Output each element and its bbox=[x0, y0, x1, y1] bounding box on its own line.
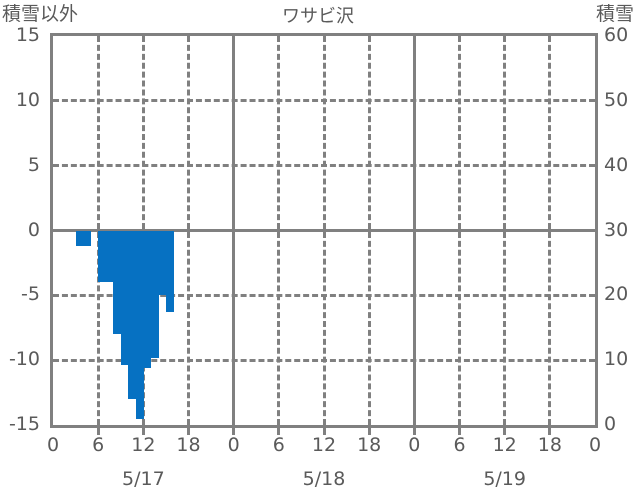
x-axis-tick-label: 0 bbox=[46, 434, 60, 456]
x-axis-day-label: 5/17 bbox=[121, 468, 165, 490]
vertical-gridline bbox=[277, 36, 281, 425]
x-axis-tick-label: 6 bbox=[453, 434, 466, 456]
y-axis-right-tick-label: 20 bbox=[604, 283, 629, 306]
x-axis-tick-mark bbox=[548, 428, 552, 435]
x-axis-tick-label: 18 bbox=[176, 434, 201, 456]
y-axis-left-tick-label: 5 bbox=[27, 153, 40, 176]
bar-series bbox=[53, 36, 595, 425]
x-axis-tick-mark bbox=[412, 428, 416, 435]
x-axis-tick-mark bbox=[458, 428, 461, 435]
y-axis-left-tick-label: 10 bbox=[15, 88, 40, 111]
x-axis-tick-mark bbox=[503, 428, 507, 435]
y-axis-right-tick-label: 30 bbox=[604, 218, 629, 241]
x-axis-tick-label: 6 bbox=[92, 434, 105, 456]
bar bbox=[83, 230, 92, 247]
x-axis-day-label: 5/18 bbox=[302, 468, 346, 490]
x-axis-tick-label: 6 bbox=[272, 434, 285, 456]
y-axis-right-tick-label: 50 bbox=[604, 88, 629, 111]
x-axis-tick-mark bbox=[187, 428, 190, 435]
vertical-gridline bbox=[458, 36, 461, 425]
y-axis-right-tick-label: 0 bbox=[604, 413, 617, 435]
bar bbox=[128, 230, 137, 400]
bar bbox=[158, 230, 167, 296]
x-axis-tick-label: 0 bbox=[588, 434, 602, 456]
day-boundary-line bbox=[412, 36, 416, 425]
y-axis-left-tick-label: 0 bbox=[27, 218, 40, 241]
x-axis-tick-mark bbox=[277, 428, 281, 435]
x-axis-tick-label: 12 bbox=[311, 434, 337, 456]
bar bbox=[143, 230, 152, 368]
x-axis-tick-label: 12 bbox=[131, 434, 156, 456]
x-axis-tick-mark bbox=[367, 428, 371, 435]
bar bbox=[165, 230, 175, 313]
vertical-gridline bbox=[503, 36, 507, 425]
bar bbox=[113, 230, 122, 335]
y-axis-right-tick-label: 10 bbox=[604, 348, 629, 371]
x-axis-tick-mark bbox=[232, 428, 236, 435]
x-axis-tick-mark bbox=[322, 428, 326, 435]
x-axis-tick-mark bbox=[141, 428, 145, 435]
bar bbox=[150, 230, 159, 358]
x-axis-tick-mark bbox=[96, 428, 100, 435]
vertical-gridline bbox=[187, 36, 190, 425]
bar bbox=[120, 230, 129, 366]
left-axis-caption: 積雪以外 bbox=[2, 3, 79, 25]
x-axis-tick-label: 18 bbox=[537, 434, 562, 456]
y-axis-left-tick-label: -5 bbox=[21, 283, 40, 306]
plot-area bbox=[50, 33, 598, 428]
x-axis-tick-label: 0 bbox=[227, 434, 240, 456]
y-axis-right-tick-label: 40 bbox=[604, 153, 629, 176]
y-axis-left-tick-label: -10 bbox=[8, 348, 40, 371]
plot-inner bbox=[53, 36, 595, 425]
vertical-gridline bbox=[367, 36, 371, 425]
page-title: ワサビ沢 bbox=[282, 6, 354, 27]
bar bbox=[135, 230, 144, 419]
x-axis-tick-label: 0 bbox=[408, 434, 421, 456]
y-axis-right-tick-label: 60 bbox=[604, 24, 629, 46]
vertical-gridline bbox=[322, 36, 326, 425]
bar bbox=[105, 230, 114, 283]
x-axis-tick-label: 12 bbox=[492, 434, 517, 456]
bar bbox=[98, 230, 107, 283]
x-axis-tick-label: 18 bbox=[357, 434, 382, 456]
bar bbox=[75, 230, 84, 247]
vertical-gridline bbox=[548, 36, 552, 425]
right-axis-caption: 積雪 bbox=[595, 3, 634, 25]
y-axis-left-tick-label: 15 bbox=[15, 24, 40, 46]
day-boundary-line bbox=[232, 36, 236, 425]
x-axis-day-label: 5/19 bbox=[483, 468, 526, 490]
y-axis-left-tick-label: -15 bbox=[8, 413, 40, 435]
